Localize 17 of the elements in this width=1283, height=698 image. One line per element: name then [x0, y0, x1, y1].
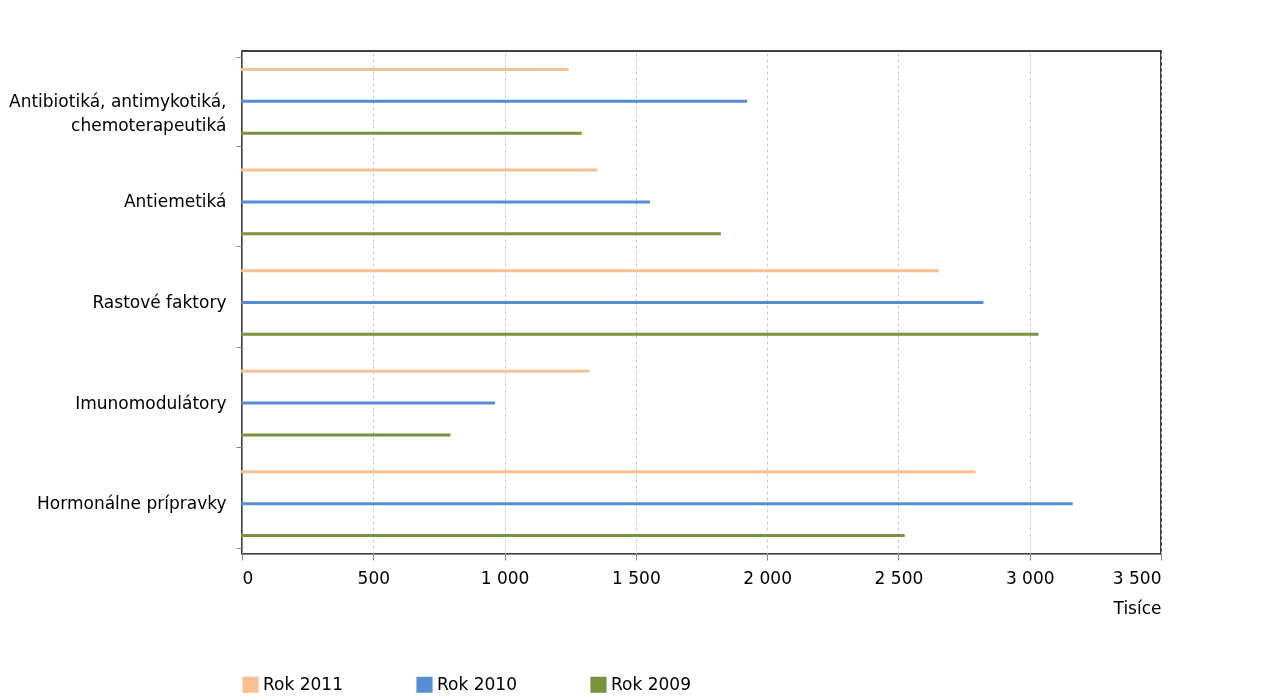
- legend-label: Rok 2011: [263, 673, 343, 694]
- legend-label: Rok 2009: [611, 673, 691, 694]
- y-tick-label: Hormonálne prípravky: [37, 493, 227, 514]
- y-tick-label: Rastové faktory: [92, 292, 227, 312]
- x-axis-title: Tisíce: [1112, 597, 1162, 618]
- x-tick-label: 2 000: [743, 567, 792, 588]
- y-tick-label: Antiemetiká: [123, 191, 227, 212]
- x-tick-label: 3 500: [1112, 567, 1162, 588]
- x-tick-label: 1 000: [480, 567, 530, 588]
- x-tick-label: 500: [357, 567, 391, 588]
- x-tick-label: 1 500: [612, 567, 661, 588]
- x-tick-label: 0: [242, 567, 254, 588]
- y-tick-label: Antibiotiká, antimykotiká, chemoterapeutiká: [9, 90, 227, 135]
- legend-label: Rok 2010: [437, 673, 517, 694]
- x-tick-label: 2 500: [874, 567, 924, 588]
- y-tick-label: Imunomodulátory: [75, 392, 227, 413]
- x-tick-label: 3 000: [1005, 567, 1055, 588]
